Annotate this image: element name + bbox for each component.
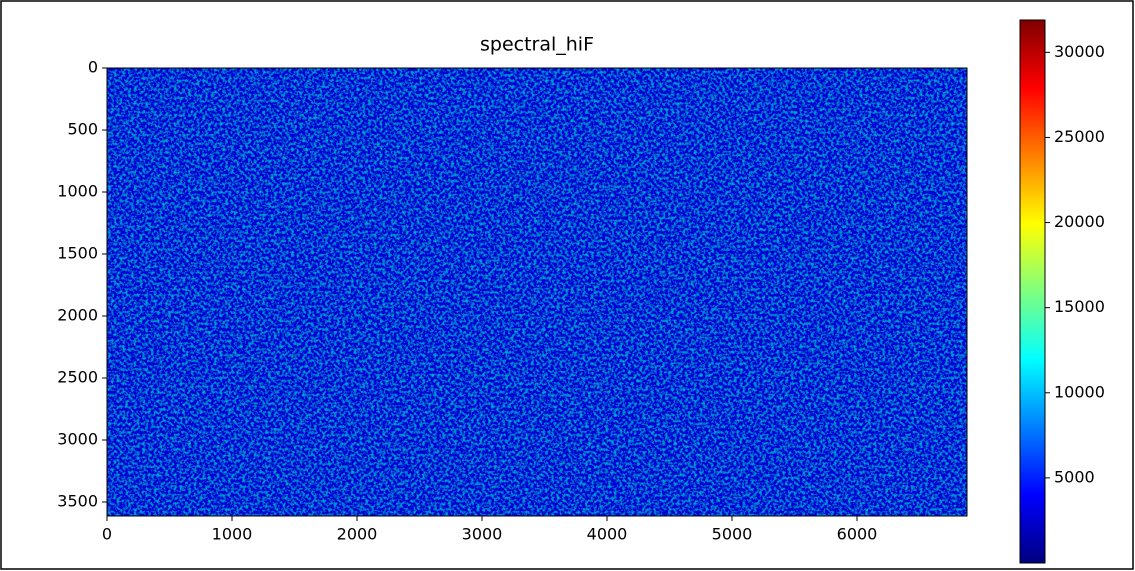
colorbar-tick-label: 10000 <box>1054 382 1105 401</box>
y-tick-label: 1000 <box>57 181 98 200</box>
colorbar-tick-label: 30000 <box>1054 42 1105 61</box>
image-texture <box>107 68 967 516</box>
x-tick-label: 0 <box>102 525 112 544</box>
x-tick-label: 5000 <box>712 525 753 544</box>
colorbar-tick-label: 15000 <box>1054 297 1105 316</box>
y-tick-label: 3000 <box>57 429 98 448</box>
colorbar-tick-label: 25000 <box>1054 127 1105 146</box>
y-tick-label: 2000 <box>57 305 98 324</box>
colorbar-tick-label: 20000 <box>1054 212 1105 231</box>
y-tick-label: 0 <box>88 58 98 77</box>
x-tick-label: 6000 <box>837 525 878 544</box>
axes-frame <box>106 67 968 517</box>
chart-title: spectral_hiF <box>480 34 594 56</box>
colorbar-tick-label: 5000 <box>1054 467 1095 486</box>
colorbar <box>1019 19 1046 564</box>
y-tick-label: 1500 <box>57 243 98 262</box>
y-tick-label: 2500 <box>57 367 98 386</box>
y-tick-label: 3500 <box>57 491 98 510</box>
x-tick-label: 1000 <box>212 525 253 544</box>
y-tick-label: 500 <box>67 119 98 138</box>
x-tick-label: 3000 <box>462 525 503 544</box>
x-tick-label: 4000 <box>587 525 628 544</box>
x-tick-label: 2000 <box>337 525 378 544</box>
